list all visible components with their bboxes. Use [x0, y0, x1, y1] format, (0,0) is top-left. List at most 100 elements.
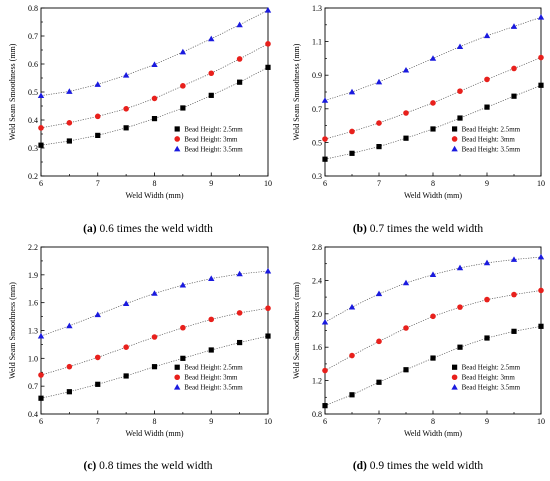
data-point	[430, 313, 436, 320]
data-point	[37, 332, 45, 339]
data-point	[151, 334, 158, 340]
data-point	[236, 270, 243, 277]
data-point	[375, 78, 383, 85]
legend-entry: Bead Height: 3.5mm	[462, 145, 521, 153]
data-point	[322, 367, 328, 374]
data-point	[376, 338, 382, 345]
data-point	[322, 136, 328, 142]
series-3	[321, 253, 545, 325]
data-point	[265, 333, 271, 339]
legend-marker	[174, 384, 181, 390]
y-tick-label: 2.2	[28, 243, 38, 252]
data-point	[264, 7, 272, 13]
legend-marker	[451, 145, 458, 152]
data-point	[457, 88, 463, 94]
data-point	[66, 138, 72, 144]
data-point	[376, 379, 382, 385]
data-point	[123, 344, 129, 351]
x-tick-label: 6	[323, 417, 327, 426]
y-tick-label: 0.5	[312, 138, 322, 147]
x-tick-label: 9	[209, 179, 213, 188]
chart-panel-1: 6 7 8 9 10 0.2 0.3 0.4 0.5 0.6 0.7 0.8 Weld Width (m…	[8, 4, 272, 235]
series-2	[322, 287, 544, 374]
data-point	[208, 316, 215, 323]
caption-letter: (d)	[353, 460, 367, 472]
legend-marker	[174, 126, 180, 132]
legend-marker	[452, 126, 458, 132]
data-point	[484, 104, 490, 110]
data-point	[208, 35, 215, 42]
y-tick-label: 1.6	[312, 343, 322, 352]
y-axis-label: Weld Seam Smoothness (mm)	[8, 43, 17, 140]
data-point	[123, 106, 129, 112]
data-point	[151, 95, 158, 102]
data-point	[94, 354, 101, 361]
data-point	[322, 156, 328, 162]
caption-text: 0.8 times the weld width	[96, 460, 213, 472]
legend-marker	[451, 136, 458, 142]
y-tick-label: 1.0	[28, 354, 38, 363]
y-tick-label: 0.8	[312, 410, 322, 419]
data-point	[402, 279, 410, 286]
data-point	[349, 352, 355, 359]
chart-panel-3: 6 7 8 9 10 0.4 0.7 1.0 1.3 1.6 1.9 2.2 Weld Width (m…	[8, 243, 272, 472]
x-tick-label: 9	[485, 417, 489, 426]
data-point	[265, 41, 271, 47]
data-point	[349, 392, 355, 398]
data-point	[179, 48, 187, 55]
data-point	[237, 79, 243, 85]
panel-caption: (c) 0.8 times the weld width	[83, 460, 212, 472]
series-fit-line	[324, 256, 542, 323]
y-tick-label: 2.8	[312, 243, 322, 252]
y-tick-label: 1.3	[28, 327, 38, 336]
data-point	[38, 142, 44, 148]
data-point	[236, 21, 243, 28]
legend-entry: Bead Height: 3mm	[184, 374, 238, 382]
data-point	[321, 318, 329, 325]
y-tick-label: 2.0	[312, 310, 322, 319]
x-tick-label: 7	[96, 179, 100, 188]
y-axis-label: Weld Seam Smoothness (mm)	[292, 43, 301, 140]
y-tick-label: 0.4	[28, 116, 38, 125]
data-point	[151, 116, 158, 122]
data-point	[151, 61, 158, 67]
data-point	[430, 355, 436, 361]
data-point	[180, 355, 186, 361]
y-tick-label: 0.4	[28, 410, 38, 419]
x-tick-label: 9	[209, 417, 213, 426]
x-tick-label: 8	[153, 179, 157, 188]
data-point	[456, 43, 464, 50]
legend-entry: Bead Height: 2.5mm	[462, 364, 521, 372]
caption-letter: (c)	[83, 460, 96, 472]
data-point	[38, 395, 44, 401]
data-point	[180, 105, 186, 111]
y-tick-label: 1.1	[312, 38, 322, 47]
data-point	[457, 115, 463, 121]
caption-text: 0.9 times the weld width	[367, 460, 484, 472]
data-point	[264, 267, 272, 274]
x-tick-label: 7	[377, 417, 381, 426]
x-tick-label: 10	[537, 417, 545, 426]
legend-entry: Bead Height: 3mm	[462, 374, 516, 382]
series-fit-line	[40, 9, 269, 96]
legend-entry: Bead Height: 3.5mm	[462, 384, 521, 392]
legend-marker	[451, 374, 458, 381]
data-point	[37, 92, 45, 99]
x-tick-label: 8	[153, 417, 157, 426]
data-point	[236, 56, 243, 62]
panel-caption: (b) 0.7 times the weld width	[353, 223, 484, 235]
series-2	[38, 41, 271, 131]
legend-entry: Bead Height: 2.5mm	[462, 125, 521, 133]
data-point	[430, 100, 436, 106]
y-tick-label: 0.2	[28, 172, 38, 181]
data-point	[538, 287, 544, 294]
data-point	[484, 76, 490, 83]
data-point	[151, 290, 158, 296]
data-point	[537, 253, 545, 260]
data-point	[322, 403, 328, 409]
legend-marker	[451, 384, 458, 390]
panel-caption: (a) 0.6 times the weld width	[83, 223, 213, 235]
x-tick-label: 10	[264, 179, 272, 188]
data-point	[123, 373, 129, 379]
x-tick-label: 10	[537, 179, 545, 188]
